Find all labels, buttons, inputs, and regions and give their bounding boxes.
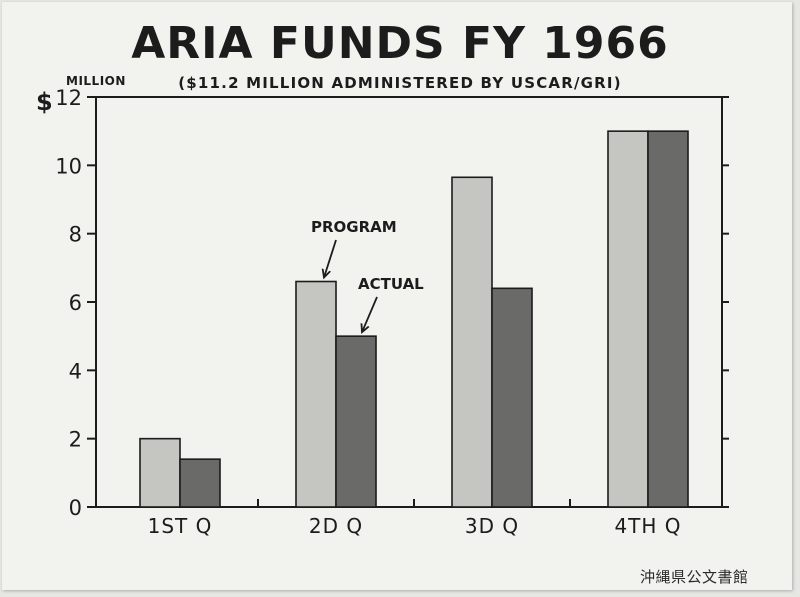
bar-program-4 [607, 130, 649, 508]
archive-stamp: 沖縄県公文書館 [640, 568, 749, 586]
x-category-label-3: 3D Q [465, 514, 519, 538]
bar-actual-3 [491, 287, 533, 508]
y-tick-label-10: 10 [55, 154, 82, 178]
bar-program-3 [451, 176, 493, 508]
chart-title: ARIA FUNDS FY 1966 [131, 18, 669, 69]
y-tick-label-2: 2 [69, 428, 82, 452]
annotation-actual-arrow [362, 296, 378, 332]
annotation-program-label: PROGRAM [311, 218, 397, 236]
annotation-actual-label: ACTUAL [358, 275, 424, 293]
y-tick-label-6: 6 [69, 291, 82, 315]
y-tick-label-12: 12 [55, 86, 82, 110]
bar-program-2 [295, 280, 337, 508]
chart-subtitle: ($11.2 MILLION ADMINISTERED BY USCAR/GRI… [178, 74, 622, 92]
annotation-program-arrow [324, 239, 337, 278]
y-tick-label-4: 4 [69, 359, 82, 383]
bar-actual-1 [179, 458, 221, 508]
y-axis-unit-label: MILLION [66, 74, 126, 88]
x-category-label-2: 2D Q [309, 514, 363, 538]
x-category-label-4: 4TH Q [614, 514, 681, 538]
x-category-label-1: 1ST Q [148, 514, 213, 538]
y-axis-currency-symbol: $ [36, 88, 53, 116]
bar-actual-2 [335, 335, 377, 508]
y-tick-label-8: 8 [69, 223, 82, 247]
bar-program-1 [139, 437, 181, 508]
bar-actual-4 [647, 130, 689, 508]
y-tick-label-0: 0 [69, 496, 82, 520]
